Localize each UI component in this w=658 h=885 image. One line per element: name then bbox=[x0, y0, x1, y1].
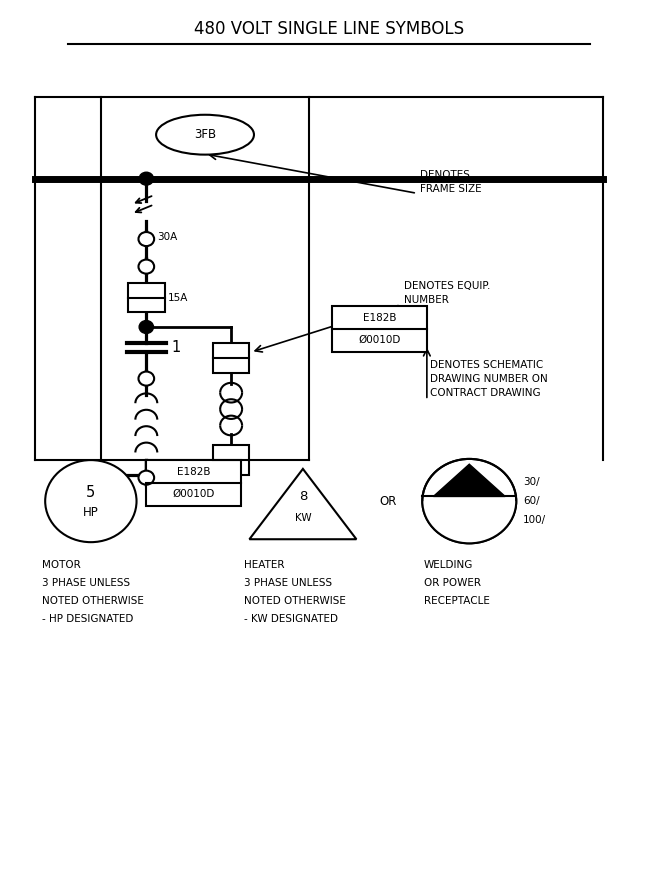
Circle shape bbox=[138, 471, 154, 485]
Text: 3FB: 3FB bbox=[194, 128, 216, 142]
Text: HP: HP bbox=[83, 506, 99, 519]
Circle shape bbox=[45, 460, 136, 543]
Text: DENOTES EQUIP.
NUMBER: DENOTES EQUIP. NUMBER bbox=[404, 281, 490, 305]
Text: - KW DESIGNATED: - KW DESIGNATED bbox=[244, 614, 338, 624]
Wedge shape bbox=[422, 501, 517, 543]
Text: Ø0010D: Ø0010D bbox=[359, 335, 401, 345]
Bar bbox=[213, 445, 249, 474]
Bar bbox=[146, 460, 241, 506]
Text: WELDING: WELDING bbox=[424, 559, 473, 570]
Circle shape bbox=[138, 259, 154, 273]
Text: E182B: E182B bbox=[177, 467, 211, 477]
Circle shape bbox=[139, 173, 153, 185]
Text: DENOTES
FRAME SIZE: DENOTES FRAME SIZE bbox=[420, 170, 482, 194]
Text: 5: 5 bbox=[86, 485, 95, 500]
Circle shape bbox=[138, 232, 154, 246]
Text: OR: OR bbox=[209, 495, 227, 508]
Text: OR: OR bbox=[379, 495, 396, 508]
Text: DENOTES SCHEMATIC
DRAWING NUMBER ON
CONTRACT DRAWING: DENOTES SCHEMATIC DRAWING NUMBER ON CONT… bbox=[430, 360, 548, 398]
Text: NOTED OTHERWISE: NOTED OTHERWISE bbox=[244, 596, 346, 606]
Circle shape bbox=[138, 372, 154, 386]
Text: MOTOR: MOTOR bbox=[42, 559, 81, 570]
Bar bbox=[332, 306, 427, 351]
Text: 30/: 30/ bbox=[522, 477, 540, 488]
Circle shape bbox=[139, 320, 153, 334]
Text: 15A: 15A bbox=[168, 293, 188, 303]
Polygon shape bbox=[434, 465, 505, 496]
Text: 480 VOLT SINGLE LINE SYMBOLS: 480 VOLT SINGLE LINE SYMBOLS bbox=[194, 20, 464, 38]
Text: OR POWER: OR POWER bbox=[424, 578, 480, 588]
Circle shape bbox=[422, 459, 517, 543]
Text: E182B: E182B bbox=[363, 312, 396, 323]
Text: HEATER: HEATER bbox=[244, 559, 285, 570]
Text: - HP DESIGNATED: - HP DESIGNATED bbox=[42, 614, 134, 624]
Text: 100/: 100/ bbox=[522, 515, 546, 525]
Text: 1: 1 bbox=[171, 340, 180, 355]
Text: NOTED OTHERWISE: NOTED OTHERWISE bbox=[42, 596, 144, 606]
Text: 3 PHASE UNLESS: 3 PHASE UNLESS bbox=[42, 578, 130, 588]
Text: 8: 8 bbox=[299, 490, 307, 503]
Ellipse shape bbox=[156, 115, 254, 155]
Text: KW: KW bbox=[295, 512, 311, 522]
Text: 3 PHASE UNLESS: 3 PHASE UNLESS bbox=[244, 578, 332, 588]
Text: RECEPTACLE: RECEPTACLE bbox=[424, 596, 490, 606]
Text: Ø0010D: Ø0010D bbox=[172, 489, 215, 499]
Text: 30A: 30A bbox=[157, 232, 178, 242]
Text: 60/: 60/ bbox=[522, 496, 540, 506]
Polygon shape bbox=[249, 469, 357, 539]
Bar bbox=[128, 283, 164, 312]
Bar bbox=[213, 343, 249, 373]
